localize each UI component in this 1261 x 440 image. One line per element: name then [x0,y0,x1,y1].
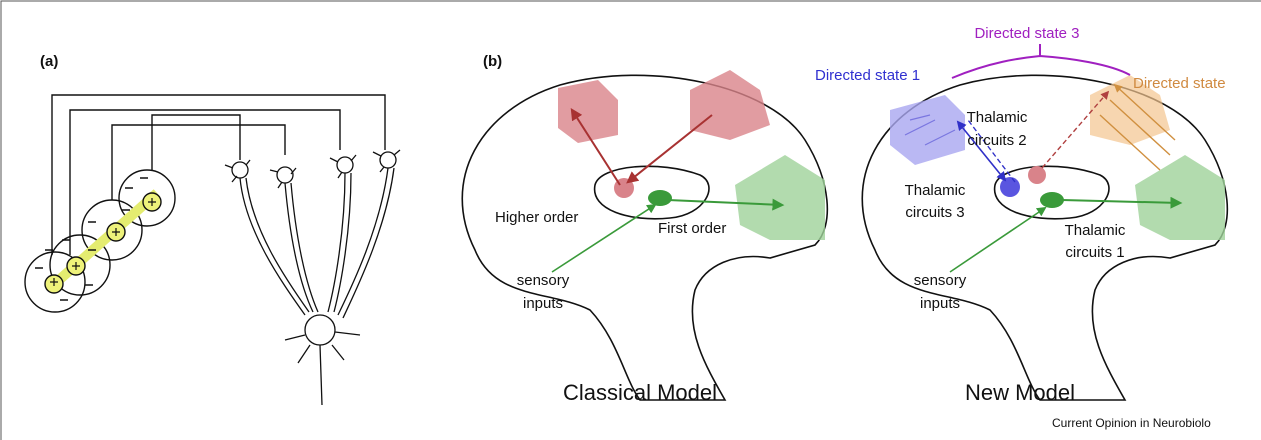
neuron-diagram [24,94,401,406]
label: Thalamic circuits 3 [905,182,966,221]
panel-label: (b) [483,53,502,70]
label: Directed state [1133,75,1226,92]
panel-label: (a) [40,53,58,70]
model-title: Classical Model [563,380,717,405]
new-regions [890,44,1225,273]
label: sensory inputs [914,272,967,312]
footer: Current Opinion in Neurobiolo [1052,416,1211,430]
model-title: New Model [965,380,1075,405]
label: Thalamic circuits 2 [967,109,1028,149]
label: Directed state 3 [974,25,1079,42]
label: Higher order [495,209,578,226]
label: Thalamic circuits 1 [1065,222,1126,261]
label: Directed state 1 [815,67,920,84]
classical-regions [551,70,825,273]
label: sensory inputs [517,272,570,312]
brain-outline [461,74,829,401]
label: First order [658,220,726,237]
